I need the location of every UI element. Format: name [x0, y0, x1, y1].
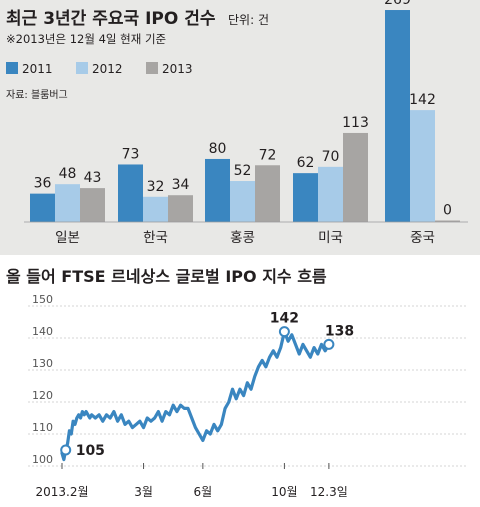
bar-value-미국-2013: 113 [342, 115, 369, 131]
x-tick-label-0: 2013.2월 [35, 485, 88, 499]
bar-value-홍콩-2013: 72 [259, 147, 277, 163]
legend-swatch-2013 [146, 62, 158, 74]
bar-chart-source: 자료: 블룸버그 [6, 89, 68, 101]
annotation-marker-105 [60, 444, 72, 456]
legend-label-2012: 2012 [92, 62, 123, 76]
y-tick-label-120: 120 [32, 389, 53, 402]
category-label-홍콩: 홍콩 [230, 230, 255, 246]
bar-일본-2012 [55, 184, 80, 222]
bar-미국-2011 [293, 173, 318, 222]
line-chart-title: 올 들어 FTSE 르네상스 글로벌 IPO 지수 흐름 [6, 267, 327, 286]
bar-value-미국-2012: 70 [322, 149, 340, 165]
legend-swatch-2011 [6, 62, 18, 74]
bar-홍콩-2013 [255, 165, 280, 222]
annotation-label-142: 142 [270, 311, 299, 327]
category-label-미국: 미국 [318, 230, 343, 246]
y-tick-label-140: 140 [32, 325, 53, 338]
bar-chart-unit: 단위: 건 [228, 13, 269, 27]
bar-중국-2011 [385, 10, 410, 222]
legend-swatch-2012 [76, 62, 88, 74]
bar-chart-note: ※2013년은 12월 4일 현재 기준 [6, 32, 166, 46]
bar-value-한국-2013: 34 [172, 177, 190, 193]
annotation-label-138: 138 [325, 323, 354, 339]
category-label-한국: 한국 [143, 230, 168, 246]
bar-중국-2013 [435, 220, 460, 222]
y-tick-label-110: 110 [32, 421, 53, 434]
bar-chart-title: 최근 3년간 주요국 IPO 건수 [6, 9, 216, 29]
bar-value-중국-2011: 269 [384, 0, 411, 8]
bar-일본-2011 [30, 193, 55, 222]
bar-value-일본-2011: 36 [34, 176, 52, 192]
annotation-marker-142 [278, 326, 290, 338]
bar-value-한국-2011: 73 [122, 146, 140, 162]
legend-label-2011: 2011 [22, 62, 53, 76]
bar-중국-2012 [410, 110, 435, 222]
bar-value-홍콩-2011: 80 [209, 141, 227, 157]
bar-한국-2013 [168, 195, 193, 222]
bar-value-일본-2012: 48 [59, 166, 77, 182]
category-label-일본: 일본 [55, 230, 80, 246]
bar-value-한국-2012: 32 [147, 179, 165, 195]
annotation-marker-138 [323, 338, 335, 350]
category-label-중국: 중국 [410, 230, 435, 246]
x-tick-label-4: 12.3일 [310, 485, 348, 499]
index-line [60, 330, 331, 462]
bar-한국-2011 [118, 164, 143, 222]
x-tick-label-1: 3월 [134, 485, 153, 499]
y-tick-label-130: 130 [32, 357, 53, 370]
bar-value-중국-2013: 0 [443, 203, 452, 219]
bar-홍콩-2011 [205, 158, 230, 222]
x-tick-label-3: 10월 [271, 485, 297, 499]
bar-한국-2012 [143, 196, 168, 222]
bar-미국-2013 [343, 132, 368, 222]
bar-value-중국-2012: 142 [409, 92, 436, 108]
x-tick-label-2: 6월 [194, 485, 213, 499]
bar-value-미국-2011: 62 [297, 155, 315, 171]
y-tick-label-100: 100 [32, 453, 53, 466]
bar-value-일본-2013: 43 [84, 170, 102, 186]
bar-미국-2012 [318, 166, 343, 222]
y-tick-label-150: 150 [32, 293, 53, 306]
legend-label-2013: 2013 [162, 62, 193, 76]
bar-홍콩-2012 [230, 181, 255, 222]
annotation-label-105: 105 [76, 443, 105, 459]
bar-일본-2013 [80, 188, 105, 222]
bar-value-홍콩-2012: 52 [234, 163, 252, 179]
